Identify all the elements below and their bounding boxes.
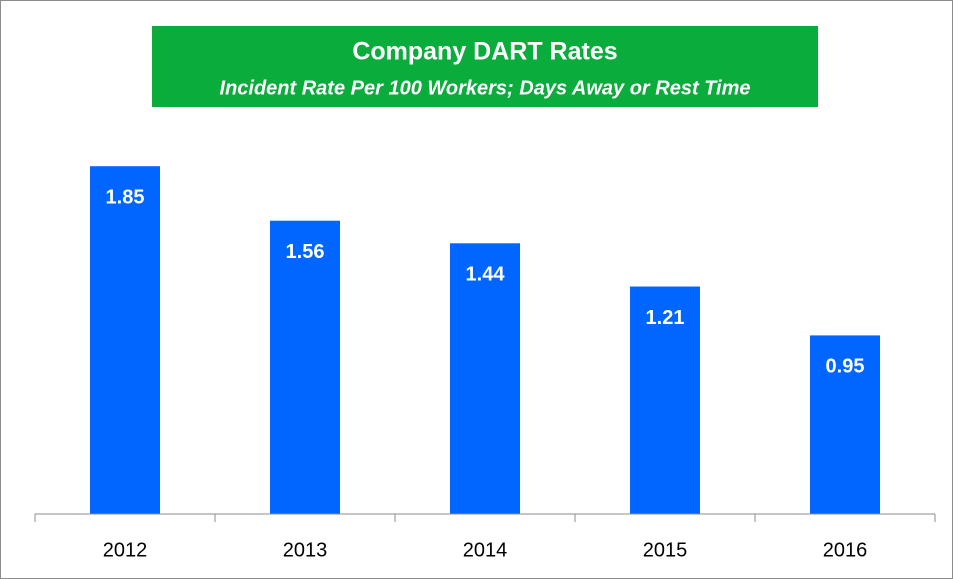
bar — [810, 335, 880, 514]
x-tick-label: 2012 — [103, 539, 148, 561]
data-label: 0.95 — [826, 356, 865, 378]
x-tick-label: 2013 — [283, 539, 328, 561]
data-label: 1.21 — [646, 307, 685, 329]
chart-subtitle: Incident Rate Per 100 Workers; Days Away… — [220, 77, 751, 99]
data-label: 1.85 — [106, 186, 145, 208]
data-label: 1.44 — [466, 264, 506, 286]
bar — [630, 286, 700, 514]
x-tick-label: 2014 — [463, 539, 508, 561]
x-tick-label: 2015 — [643, 539, 688, 561]
x-tick-label: 2016 — [823, 539, 868, 561]
bar — [450, 243, 520, 514]
data-label: 1.56 — [286, 241, 325, 263]
title-box — [152, 26, 818, 107]
chart-title: Company DART Rates — [352, 38, 617, 66]
bar — [90, 166, 160, 514]
bar — [270, 220, 340, 514]
